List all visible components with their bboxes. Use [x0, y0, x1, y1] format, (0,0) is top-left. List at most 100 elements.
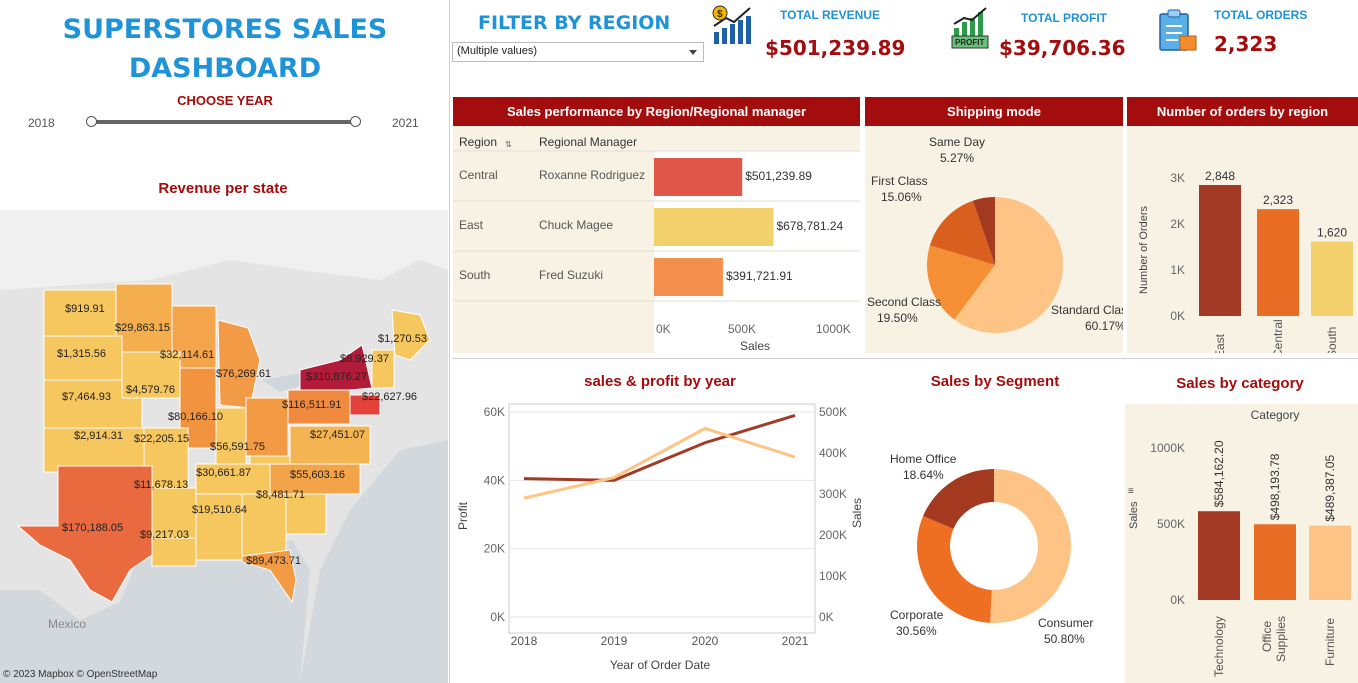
col-header-manager: Regional Manager — [539, 135, 637, 149]
orders-clipboard-icon — [1159, 9, 1197, 51]
profit-line[interactable] — [523, 413, 796, 482]
category-bar-label: $584,162.20 — [1212, 440, 1226, 507]
year-tick: 2019 — [601, 634, 628, 648]
category-bar[interactable] — [1198, 511, 1240, 600]
map-state-value: $1,270.53 — [378, 333, 427, 345]
map-state-value: $80,166.10 — [168, 411, 223, 423]
map-state-me[interactable] — [391, 309, 431, 361]
map-state-ga[interactable] — [241, 493, 287, 557]
profit-axis-tick: 40K — [484, 473, 505, 487]
category-header: Category — [1251, 408, 1300, 422]
map-state-nj[interactable] — [349, 394, 381, 416]
map-state-value: $56,591.75 — [210, 441, 265, 453]
regional-performance-table[interactable]: Region ⇅ Regional Manager Central Roxanne Ro… — [453, 126, 860, 353]
shipping-slice-pct: 5.27% — [940, 151, 974, 165]
segment-slice-name: Home Office — [890, 452, 957, 466]
col-header-region: Region — [459, 135, 497, 149]
map-state-oh[interactable] — [245, 397, 289, 457]
map-state-value: $8,929.37 — [340, 353, 389, 365]
orders-bar[interactable] — [1257, 209, 1299, 316]
category-bar[interactable] — [1309, 525, 1351, 600]
category-axis-tick: 0K — [1170, 593, 1185, 607]
map-state-ia[interactable] — [121, 351, 181, 399]
shipping-mode-panel: Shipping mode Standard Class 60.17% Second… — [865, 97, 1133, 353]
sort-icon[interactable]: ⇅ — [505, 140, 512, 149]
year-range-slider[interactable] — [92, 120, 356, 124]
shipping-slice-name: Same Day — [929, 135, 985, 149]
sales-by-category-chart[interactable]: Category 0K 500K 1000K Sales ≡ $584,162.20 $498… — [1125, 404, 1358, 683]
map-state-la[interactable] — [151, 537, 197, 567]
regional-sales-bar[interactable] — [654, 158, 743, 196]
dashboard-title-line1: SUPERSTORES SALES — [62, 14, 388, 45]
map-credit: © 2023 Mapbox © OpenStreetMap — [3, 669, 158, 680]
map-state-in[interactable] — [215, 407, 247, 465]
year-slider-end-handle[interactable] — [350, 116, 361, 127]
year-tick: 2018 — [511, 634, 538, 648]
map-state-fl[interactable] — [241, 549, 297, 604]
shipping-mode-pie[interactable]: Standard Class 60.17% Second Class 19.50% Fi… — [865, 126, 1133, 353]
segment-slice[interactable] — [923, 469, 994, 529]
year-slider-start-handle[interactable] — [86, 116, 97, 127]
total-revenue-label: TOTAL REVENUE — [780, 8, 881, 22]
map-state-nd[interactable] — [43, 289, 117, 337]
regional-performance-header: Sales performance by Region/Regional man… — [453, 97, 860, 126]
sales-by-segment-donut[interactable]: Consumer 50.80% Corporate 30.56% Home Office… — [870, 396, 1122, 683]
orders-by-region-chart[interactable]: 0K 1K 2K 3K Number of Orders 2,848 East 2,323 Ce… — [1127, 126, 1358, 358]
map-state-tx[interactable] — [16, 465, 153, 603]
map-state-pa[interactable] — [287, 389, 351, 425]
chevron-down-icon[interactable] — [689, 50, 697, 55]
sales-profit-line-chart[interactable]: 0K 20K 40K 60K 0K 100K 200K 300K 400K 500K 2018 201… — [453, 396, 867, 683]
map-state-value: $29,863.15 — [115, 322, 170, 334]
sales-axis-tick: 300K — [819, 487, 847, 501]
us-map-svg: $919.91 $29,863.15 $1,315.56 $32,114.61 $1,2… — [0, 210, 448, 683]
sort-icon[interactable]: ≡ — [1128, 486, 1134, 497]
category-label: Office — [1260, 621, 1274, 652]
shipping-slice[interactable] — [927, 245, 995, 320]
orders-bar-label: 1,620 — [1317, 225, 1347, 239]
category-bar[interactable] — [1254, 524, 1296, 600]
map-value-labels: $919.91 $29,863.15 $1,315.56 $32,114.61 $1,2… — [57, 303, 427, 567]
orders-category-label: South — [1325, 327, 1339, 353]
map-state-sc[interactable] — [285, 493, 327, 535]
map-state-ar[interactable] — [151, 487, 197, 539]
map-state-value: $310,876.27 — [306, 371, 367, 383]
revenue-map[interactable]: $919.91 $29,863.15 $1,315.56 $32,114.61 $1,2… — [0, 210, 448, 683]
segment-slice-name: Corporate — [890, 608, 944, 622]
orders-bar[interactable] — [1199, 184, 1241, 316]
map-state-value: $76,269.61 — [216, 368, 271, 380]
map-state-mi[interactable] — [217, 319, 261, 409]
sales-line[interactable] — [523, 426, 796, 500]
category-panel: Category 0K 500K 1000K Sales ≡ $584,162.20 $498… — [1125, 404, 1358, 683]
map-state-value: $7,464.93 — [62, 391, 111, 403]
map-state-value: $22,205.15 — [134, 433, 189, 445]
orders-axis-tick: 2K — [1170, 217, 1185, 231]
sales-axis-tick: 500K — [819, 405, 847, 419]
sales-axis-tick: 0K — [819, 610, 834, 624]
profit-axis-tick: 0K — [490, 610, 505, 624]
dashboard-title-line2: DASHBOARD — [128, 53, 322, 84]
category-axis-tick: 500K — [1157, 517, 1185, 531]
map-state-vt-nh[interactable] — [371, 349, 395, 389]
category-label: Technology — [1212, 616, 1226, 677]
region-filter-dropdown[interactable]: (Multiple values) — [452, 42, 704, 62]
regional-sales-bar[interactable] — [654, 208, 774, 246]
dashboard-title: SUPERSTORES SALES DASHBOARD — [0, 10, 450, 88]
orders-bar-label: 2,323 — [1263, 193, 1293, 207]
map-state-va[interactable] — [289, 425, 371, 465]
category-bar-label: $489,387.05 — [1323, 455, 1337, 522]
line-x-axis-title: Year of Order Date — [610, 658, 711, 672]
sales-axis-tick: 200K — [819, 528, 847, 542]
shipping-slice[interactable] — [972, 197, 995, 265]
orders-bar[interactable] — [1311, 241, 1353, 316]
segment-slice-name: Consumer — [1038, 616, 1093, 630]
map-state-sd[interactable] — [43, 335, 123, 381]
shipping-slice[interactable] — [929, 200, 995, 265]
map-state-mn[interactable] — [115, 283, 173, 353]
regional-sales-bar[interactable] — [654, 258, 723, 296]
map-state-ms-al[interactable] — [195, 493, 243, 561]
shipping-slice[interactable] — [954, 197, 1063, 333]
map-state-ks[interactable] — [43, 427, 145, 473]
segment-slice[interactable] — [917, 516, 992, 623]
segment-slice[interactable] — [990, 469, 1072, 623]
map-state-nc[interactable] — [269, 463, 361, 495]
